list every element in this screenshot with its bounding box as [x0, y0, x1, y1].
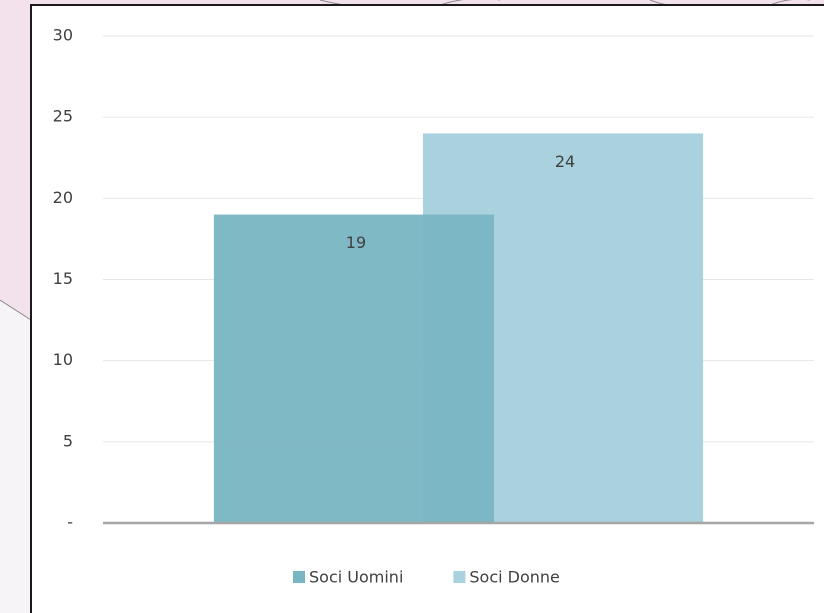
y-tick-label: 10: [53, 350, 73, 369]
y-tick-label: 5: [63, 431, 73, 450]
legend-swatch: [453, 571, 466, 583]
data-label: 19: [346, 233, 366, 252]
y-tick-label: 25: [53, 107, 73, 126]
y-tick-label: 20: [53, 188, 73, 207]
y-tick-label: -: [67, 513, 73, 532]
legend-label: Soci Uomini: [309, 568, 403, 587]
y-tick-label: 30: [53, 26, 73, 45]
decoration-line: [0, 299, 32, 321]
legend-label: Soci Donne: [469, 568, 560, 587]
data-label: 24: [555, 152, 575, 171]
bar: [213, 214, 495, 524]
y-tick-label: 15: [53, 269, 73, 288]
legend-swatch: [293, 571, 305, 583]
